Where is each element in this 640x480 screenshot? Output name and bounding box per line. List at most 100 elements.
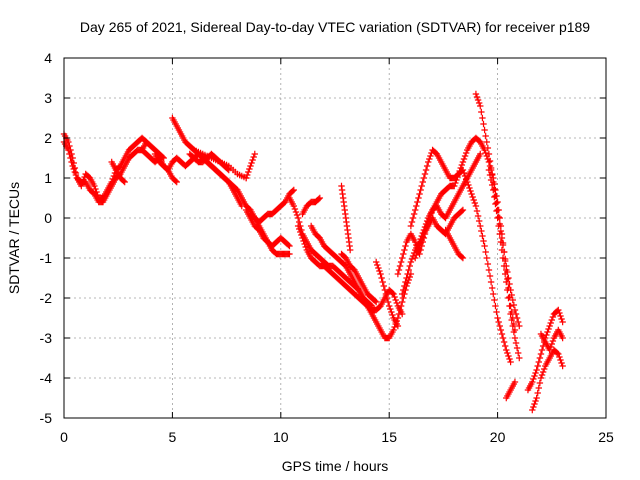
data-point bbox=[243, 171, 251, 179]
data-point bbox=[390, 326, 397, 334]
y-tick-label: 0 bbox=[44, 210, 52, 226]
data-point bbox=[477, 150, 484, 158]
data-point bbox=[535, 358, 542, 366]
data-point bbox=[399, 254, 406, 262]
data-point bbox=[512, 310, 520, 318]
data-point bbox=[494, 314, 501, 322]
data-point bbox=[488, 284, 496, 292]
data-point bbox=[548, 340, 555, 348]
data-point bbox=[394, 270, 402, 278]
data-point bbox=[66, 150, 73, 158]
data-point bbox=[559, 334, 566, 342]
data-point bbox=[299, 234, 306, 242]
data-point bbox=[70, 165, 77, 173]
data-point bbox=[499, 254, 507, 262]
data-point bbox=[544, 328, 551, 336]
data-point bbox=[513, 344, 521, 352]
data-point bbox=[384, 298, 392, 306]
data-point bbox=[478, 227, 485, 235]
data-point bbox=[484, 144, 492, 152]
data-point bbox=[491, 193, 498, 201]
data-point bbox=[509, 322, 516, 330]
data-point bbox=[556, 353, 563, 361]
data-point bbox=[414, 248, 421, 256]
data-point bbox=[242, 174, 250, 182]
data-point bbox=[512, 339, 520, 347]
data-point bbox=[459, 166, 467, 174]
data-point bbox=[541, 365, 548, 373]
data-point bbox=[458, 161, 466, 169]
data-point bbox=[535, 384, 542, 392]
data-point bbox=[486, 171, 494, 179]
data-point bbox=[418, 236, 425, 244]
data-point bbox=[464, 178, 471, 186]
data-point bbox=[478, 108, 485, 116]
data-point bbox=[300, 237, 307, 245]
data-point bbox=[491, 185, 498, 193]
data-point bbox=[458, 207, 466, 215]
data-point bbox=[536, 354, 544, 362]
data-point bbox=[558, 359, 565, 367]
data-point bbox=[488, 181, 496, 189]
data-point bbox=[159, 153, 166, 161]
data-point bbox=[417, 186, 424, 194]
data-point bbox=[391, 293, 398, 301]
data-point bbox=[479, 114, 486, 122]
data-point bbox=[499, 334, 507, 342]
data-point bbox=[496, 230, 503, 238]
data-point bbox=[418, 182, 425, 190]
data-point bbox=[409, 214, 417, 222]
data-point bbox=[377, 270, 384, 278]
data-point bbox=[379, 278, 386, 286]
data-point bbox=[482, 132, 489, 140]
data-point bbox=[372, 298, 380, 306]
data-point bbox=[461, 152, 469, 160]
data-point bbox=[559, 362, 566, 370]
data-point bbox=[532, 369, 539, 377]
x-tick-label: 25 bbox=[598, 429, 614, 445]
data-point bbox=[389, 311, 396, 319]
data-point bbox=[386, 302, 393, 310]
data-marks bbox=[60, 90, 566, 414]
data-point bbox=[413, 251, 420, 259]
data-point bbox=[557, 312, 564, 320]
data-point bbox=[298, 231, 305, 239]
data-point bbox=[516, 354, 523, 362]
data-point bbox=[407, 258, 415, 266]
data-point bbox=[289, 187, 296, 195]
data-point bbox=[399, 310, 406, 318]
data-point bbox=[481, 242, 488, 250]
data-point bbox=[487, 278, 495, 286]
data-point bbox=[500, 338, 508, 346]
data-point bbox=[546, 346, 553, 354]
data-point bbox=[498, 246, 506, 254]
y-tick-label: 1 bbox=[44, 170, 52, 186]
data-point bbox=[531, 400, 538, 408]
data-point bbox=[383, 294, 391, 302]
data-point bbox=[537, 350, 545, 358]
data-point bbox=[496, 322, 503, 330]
data-point bbox=[394, 322, 402, 330]
data-point bbox=[407, 222, 415, 230]
data-point bbox=[497, 326, 505, 334]
data-point bbox=[251, 150, 258, 158]
data-point bbox=[302, 243, 309, 251]
data-point bbox=[500, 262, 508, 270]
data-point bbox=[393, 299, 400, 307]
data-point bbox=[458, 253, 466, 261]
data-point bbox=[380, 282, 387, 290]
data-point bbox=[294, 214, 302, 222]
x-axis-label: GPS time / hours bbox=[282, 458, 389, 474]
data-point bbox=[375, 264, 382, 272]
data-point bbox=[427, 152, 434, 160]
data-point bbox=[533, 366, 540, 374]
data-point bbox=[507, 358, 514, 366]
data-point bbox=[461, 172, 469, 180]
data-point bbox=[474, 212, 482, 220]
data-point bbox=[513, 314, 521, 322]
data-point bbox=[121, 178, 128, 186]
data-point bbox=[555, 306, 562, 314]
data-point bbox=[173, 178, 180, 186]
data-point bbox=[533, 394, 540, 402]
data-point bbox=[475, 99, 483, 107]
